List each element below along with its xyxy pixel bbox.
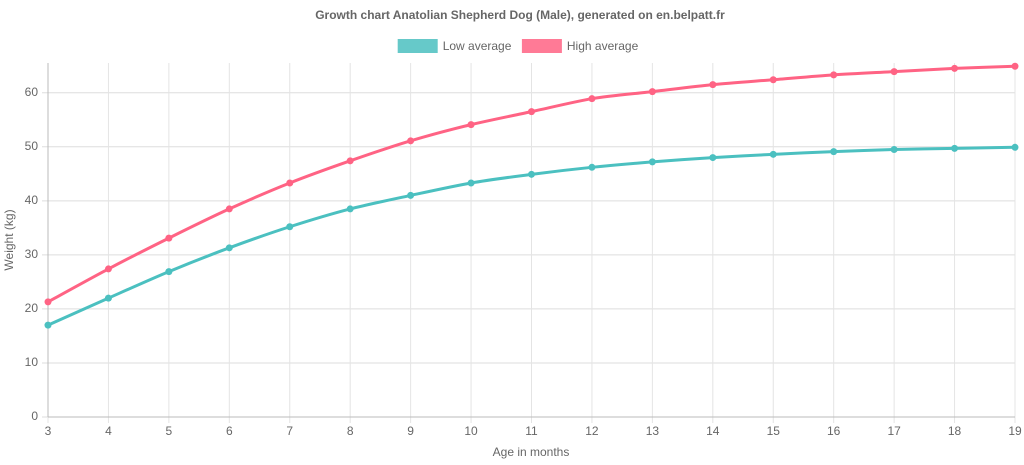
data-point xyxy=(225,244,233,252)
data-point xyxy=(1011,143,1019,151)
data-point xyxy=(588,163,596,171)
x-tick-label: 8 xyxy=(347,424,354,438)
data-point xyxy=(44,321,52,329)
data-point xyxy=(709,81,717,89)
x-tick-label: 15 xyxy=(767,424,781,438)
x-tick-label: 3 xyxy=(45,424,52,438)
x-tick-label: 4 xyxy=(105,424,112,438)
x-tick-label: 7 xyxy=(286,424,293,438)
data-point xyxy=(951,144,959,152)
data-point xyxy=(648,88,656,96)
data-point xyxy=(165,234,173,242)
data-point xyxy=(709,154,717,162)
legend-label: Low average xyxy=(443,39,512,53)
y-tick-label: 40 xyxy=(25,193,39,207)
data-point xyxy=(407,137,415,145)
data-point xyxy=(346,157,354,165)
data-point xyxy=(890,68,898,76)
legend-swatch xyxy=(397,39,438,53)
data-point xyxy=(225,205,233,213)
data-point xyxy=(528,170,535,178)
data-point xyxy=(588,95,596,103)
data-point xyxy=(830,148,838,156)
data-point xyxy=(286,223,294,231)
data-point xyxy=(104,265,112,273)
x-tick-label: 6 xyxy=(226,424,233,438)
chart-title: Growth chart Anatolian Shepherd Dog (Mal… xyxy=(315,8,725,22)
y-tick-label: 10 xyxy=(25,355,39,369)
y-tick-label: 30 xyxy=(25,247,39,261)
x-tick-label: 18 xyxy=(948,424,962,438)
data-point xyxy=(890,145,898,153)
x-tick-label: 19 xyxy=(1008,424,1022,438)
data-point xyxy=(467,179,475,187)
data-point xyxy=(44,298,52,306)
data-point xyxy=(830,71,838,79)
data-point xyxy=(951,64,959,72)
y-tick-label: 0 xyxy=(31,409,38,423)
data-point xyxy=(286,179,294,187)
x-tick-label: 13 xyxy=(646,424,660,438)
legend-label: High average xyxy=(567,39,639,53)
data-point xyxy=(769,76,777,84)
data-point xyxy=(528,108,535,116)
series-line xyxy=(47,64,1016,304)
x-tick-label: 11 xyxy=(525,424,538,438)
data-point xyxy=(1011,62,1019,70)
x-tick-label: 12 xyxy=(585,424,599,438)
x-tick-label: 10 xyxy=(464,424,478,438)
y-tick-label: 20 xyxy=(25,301,39,315)
data-point xyxy=(648,158,656,166)
x-tick-label: 9 xyxy=(407,424,414,438)
y-tick-label: 60 xyxy=(25,85,39,99)
data-point xyxy=(346,205,354,213)
x-tick-label: 14 xyxy=(706,424,720,438)
data-point xyxy=(104,294,112,302)
data-point xyxy=(407,191,415,199)
series-line xyxy=(47,145,1016,327)
data-point xyxy=(165,268,173,276)
x-tick-label: 17 xyxy=(887,424,901,438)
y-tick-label: 50 xyxy=(25,139,39,153)
legend-swatch xyxy=(521,39,562,53)
data-point xyxy=(769,150,777,158)
x-tick-label: 5 xyxy=(166,424,173,438)
x-tick-label: 16 xyxy=(827,424,841,438)
x-axis-label: Age in months xyxy=(493,445,570,459)
y-axis-label: Weight (kg) xyxy=(2,209,16,270)
data-point xyxy=(467,121,475,129)
